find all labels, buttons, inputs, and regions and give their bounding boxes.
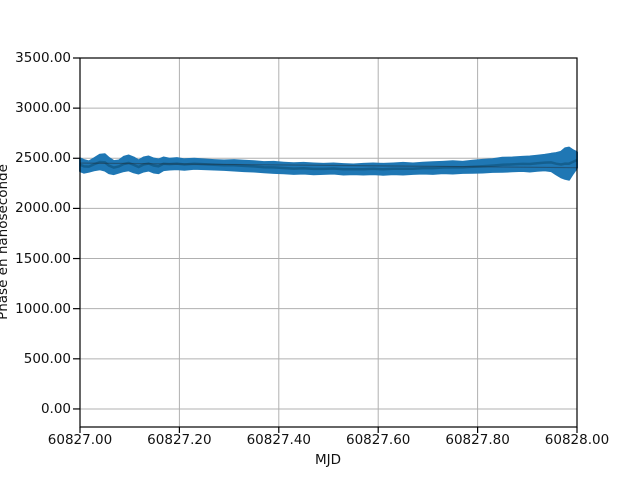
- y-tick-label: 500.00: [23, 350, 71, 367]
- x-tick-label: 60827.20: [147, 432, 212, 448]
- trend-line: [79, 162, 578, 169]
- y-tick-label: 0.00: [40, 400, 71, 417]
- x-tick-label: 60827.80: [445, 432, 510, 448]
- x-tick-label: 60827.60: [345, 432, 411, 448]
- phase-scatter-core: [79, 158, 578, 171]
- x-tick-label: 60827.40: [246, 432, 312, 448]
- y-tick-label: 3500.00: [15, 50, 71, 66]
- y-tick-label: 1000.00: [15, 300, 71, 317]
- x-tick-label: 60827.00: [47, 432, 113, 448]
- y-axis-title: Phase en nanoseconde: [0, 164, 11, 320]
- axes-frame: [79, 57, 578, 428]
- y-tick-label: 2500.00: [15, 150, 71, 167]
- x-axis-title: MJD: [314, 452, 342, 468]
- x-tick-label: 60828.00: [544, 432, 610, 448]
- y-tick-label: 3000.00: [15, 100, 71, 117]
- y-tick-label: 1500.00: [15, 250, 71, 267]
- y-tick-label: 2000.00: [15, 200, 71, 217]
